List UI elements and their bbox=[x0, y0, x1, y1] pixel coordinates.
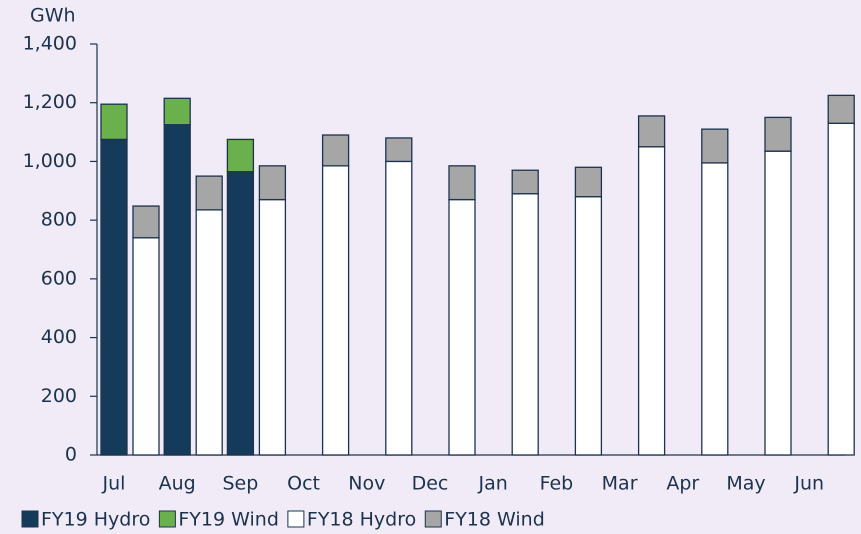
y-tick-label: 600 bbox=[41, 267, 77, 289]
bar-segment bbox=[195, 209, 223, 456]
bar-segment bbox=[637, 146, 666, 456]
y-tick-label: 1,200 bbox=[23, 91, 77, 113]
bar-segment bbox=[637, 115, 666, 148]
bar-segment bbox=[226, 138, 255, 173]
bar-segment bbox=[258, 165, 287, 201]
bar-segment bbox=[321, 165, 350, 456]
legend-swatch bbox=[21, 510, 39, 528]
y-axis-label: GWh bbox=[30, 5, 76, 27]
legend-label: FY19 Wind bbox=[178, 509, 279, 531]
bar-segment bbox=[321, 134, 350, 167]
y-tick-label: 0 bbox=[65, 444, 77, 466]
bar-segment bbox=[764, 116, 792, 152]
bar-segment bbox=[163, 97, 191, 126]
bar-segment bbox=[163, 124, 191, 456]
bar-segment bbox=[574, 196, 603, 456]
x-tick-label: Sep bbox=[222, 473, 258, 495]
bar-segment bbox=[385, 160, 413, 456]
bar-segment bbox=[827, 94, 855, 124]
x-tick-label: Aug bbox=[159, 473, 196, 495]
bar-segment bbox=[448, 198, 476, 456]
y-tick-label: 1,000 bbox=[23, 150, 77, 172]
x-tick-label: Jul bbox=[102, 473, 126, 495]
bar-segment bbox=[511, 193, 539, 456]
bar-segment bbox=[100, 138, 128, 456]
bar-segment bbox=[258, 198, 287, 456]
y-tick-label: 400 bbox=[41, 326, 77, 348]
x-tick-label: Mar bbox=[602, 473, 638, 495]
bar-segment bbox=[701, 128, 729, 164]
legend-swatch bbox=[424, 510, 442, 528]
bar-segment bbox=[385, 137, 413, 163]
bar-segment bbox=[100, 103, 128, 141]
bar-segment bbox=[132, 205, 160, 239]
x-tick-label: Oct bbox=[287, 473, 320, 495]
bar-segment bbox=[701, 162, 729, 456]
x-tick-label: Feb bbox=[540, 473, 574, 495]
legend-label: FY18 Wind bbox=[444, 509, 545, 531]
legend-label: FY19 Hydro bbox=[41, 509, 150, 531]
x-tick-label: May bbox=[726, 473, 765, 495]
x-tick-label: Apr bbox=[666, 473, 699, 495]
bar-segment bbox=[511, 169, 539, 195]
bar-segment bbox=[448, 165, 476, 201]
y-tick-label: 200 bbox=[41, 385, 77, 407]
x-tick-label: Jan bbox=[478, 473, 508, 495]
bar-segment bbox=[764, 150, 792, 456]
y-tick-label: 1,400 bbox=[23, 33, 77, 55]
x-tick-label: Dec bbox=[412, 473, 449, 495]
bar-segment bbox=[195, 175, 223, 211]
bar-segment bbox=[132, 237, 160, 456]
legend-swatch bbox=[158, 510, 176, 528]
bar-segment bbox=[226, 171, 255, 456]
y-tick-label: 800 bbox=[41, 209, 77, 231]
bar-segment bbox=[827, 122, 855, 456]
x-tick-label: Nov bbox=[348, 473, 385, 495]
legend-swatch bbox=[287, 510, 305, 528]
legend-label: FY18 Hydro bbox=[307, 509, 416, 531]
bar-segment bbox=[574, 166, 603, 198]
x-tick-label: Jun bbox=[793, 473, 824, 495]
